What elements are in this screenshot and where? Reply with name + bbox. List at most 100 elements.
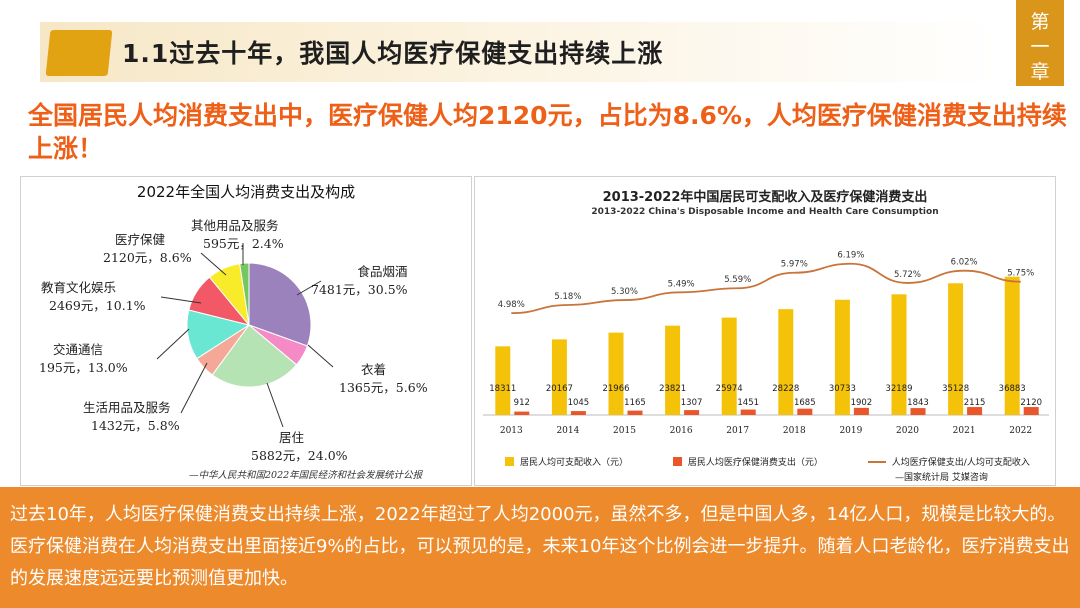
bar-line-chart: 18311 912 2013 20167 1045 2014 21966 1165 2015 23… [483, 251, 1049, 436]
income-bar [1004, 276, 1020, 415]
health-spending-bar [627, 410, 643, 415]
ratio-line [511, 262, 1021, 315]
income-value-label: 35128 [942, 384, 969, 394]
income-value-label: 36883 [999, 384, 1026, 394]
income-bar [495, 346, 511, 415]
income-value-label: 23821 [659, 384, 686, 394]
chart-title: 2013-2022年中国居民可支配收入及医疗保健消费支出 [602, 190, 928, 205]
pie-leader-line [296, 280, 322, 296]
health-spending-bar [684, 410, 700, 415]
legend-health-swatch [672, 457, 682, 466]
summary-band: 过去10年，人均医疗保健消费支出持续上涨，2022年超过了人均2000元，虽然不… [0, 487, 1080, 608]
x-tick-label: 2013 [500, 426, 523, 436]
headline: 全国居民人均消费支出中，医疗保健人均2120元，占比为8.6%，人均医疗保健消费… [28, 101, 1067, 163]
ratio-point-label: 5.75% [1007, 269, 1034, 279]
income-bar [551, 339, 567, 415]
pie-leader-line [180, 362, 208, 414]
x-tick-label: 2019 [839, 426, 862, 436]
health-value-label: 912 [514, 398, 530, 408]
health-value-label: 1165 [624, 398, 646, 408]
chapter-label: 第一章 [1030, 11, 1050, 83]
health-spending-bar [967, 407, 983, 415]
x-tick-label: 2021 [953, 426, 976, 436]
income-value-label: 32189 [885, 384, 912, 394]
health-spending-bar [570, 411, 586, 415]
pie-chart [156, 243, 334, 428]
health-value-label: 1045 [568, 398, 590, 408]
pie-leader-line [200, 252, 227, 276]
health-value-label: 1843 [907, 398, 929, 408]
health-spending-bar [910, 408, 926, 415]
header-band [40, 22, 1000, 82]
income-bar [948, 283, 964, 415]
x-tick-label: 2016 [670, 426, 693, 436]
health-value-label: 1307 [681, 398, 703, 408]
pie-slice [211, 324, 298, 388]
ratio-point-label: 5.72% [894, 270, 921, 280]
summary-text: 过去10年，人均医疗保健消费支出持续上涨，2022年超过了人均2000元，虽然不… [10, 504, 1070, 589]
section-title: 1.1过去十年，我国人均医疗保健支出持续上涨 [122, 39, 664, 68]
pie-label-household: 生活用品及服务 1432元，5.8% [83, 400, 180, 433]
x-tick-label: 2014 [556, 426, 579, 436]
ratio-point-label: 6.19% [837, 251, 864, 261]
income-value-label: 18311 [489, 384, 516, 394]
income-bar [608, 332, 624, 415]
legend-income: 居民人均可支配收入（元） [505, 455, 628, 468]
chart-subtitle: 2013-2022 China's Disposable Income and … [591, 207, 939, 217]
pie-label-transport: 交通通信 195元，13.0% [39, 342, 128, 375]
ratio-point-label: 5.30% [611, 287, 638, 297]
ratio-point-label: 5.97% [781, 260, 808, 270]
chapter-tab[interactable]: 第一章 [1016, 0, 1064, 86]
health-value-label: 2120 [1020, 398, 1042, 408]
pie-chart-panel: 2022年全国人均消费支出及构成 食品烟酒 7481元，30.5% 衣着 136… [20, 176, 472, 486]
ratio-point-label: 5.49% [668, 279, 695, 289]
income-bar [834, 299, 850, 415]
health-value-label: 1451 [737, 398, 759, 408]
income-value-label: 28228 [772, 384, 799, 394]
x-tick-label: 2018 [783, 426, 806, 436]
income-value-label: 25974 [716, 384, 743, 394]
pie-source: —中华人民共和国2022年国民经济和社会发展统计公报 [189, 470, 423, 481]
pie-label-other: 其他用品及服务 595元，2.4% [191, 218, 284, 251]
header-accent-tab [45, 30, 113, 76]
pie-title: 2022年全国人均消费支出及构成 [136, 183, 356, 201]
pie-leader-line [266, 382, 284, 428]
income-value-label: 30733 [829, 384, 856, 394]
chart-source: —国家统计局 艾媒咨询 [895, 473, 988, 483]
health-spending-bar [740, 409, 756, 415]
income-value-label: 21966 [602, 384, 629, 394]
ratio-point-label: 4.98% [498, 300, 525, 310]
x-tick-label: 2020 [896, 426, 919, 436]
legend-ratio: 人均医疗保健支出/人均可支配收入 [867, 455, 1030, 468]
x-tick-label: 2017 [726, 426, 749, 436]
legend-health-spending: 居民人均医疗保健消费支出（元） [672, 455, 823, 468]
health-spending-bar [797, 408, 813, 415]
pie-label-education: 教育文化娱乐 2469元，10.1% [41, 280, 146, 313]
legend-ratio-line [867, 460, 886, 463]
pie-slice [239, 262, 250, 326]
pie-label-housing: 居住 5882元，24.0% [251, 430, 348, 463]
pie-label-healthcare: 医疗保健 2120元，8.6% [103, 232, 192, 265]
income-bar [721, 317, 737, 415]
pie-label-food: 食品烟酒 7481元，30.5% [311, 264, 408, 297]
bar-line-chart-panel: 18311 912 2013 20167 1045 2014 21966 1165 2015 23… [474, 176, 1056, 486]
chart-legend: 居民人均可支配收入（元） 居民人均医疗保健消费支出（元） 人均医疗保健支出/人均… [505, 455, 1030, 468]
health-value-label: 1902 [851, 398, 873, 408]
legend-income-swatch [505, 457, 514, 466]
pie-leader-line [160, 296, 202, 304]
ratio-point-label: 5.59% [724, 275, 751, 285]
ratio-point-label: 5.18% [554, 292, 581, 302]
income-bar [665, 325, 681, 415]
health-value-label: 1685 [794, 398, 816, 408]
income-bar [891, 294, 907, 415]
pie-slice [248, 262, 312, 347]
x-tick-label: 2015 [613, 426, 636, 436]
pie-label-clothing: 衣着 1365元，5.6% [339, 362, 428, 395]
health-spending-bar [1023, 407, 1039, 415]
x-tick-label: 2022 [1009, 426, 1032, 436]
pie-leader-line [156, 328, 190, 360]
health-spending-bar [514, 411, 530, 415]
health-value-label: 2115 [964, 398, 986, 408]
ratio-point-label: 6.02% [951, 258, 978, 268]
income-value-label: 20167 [546, 384, 573, 394]
